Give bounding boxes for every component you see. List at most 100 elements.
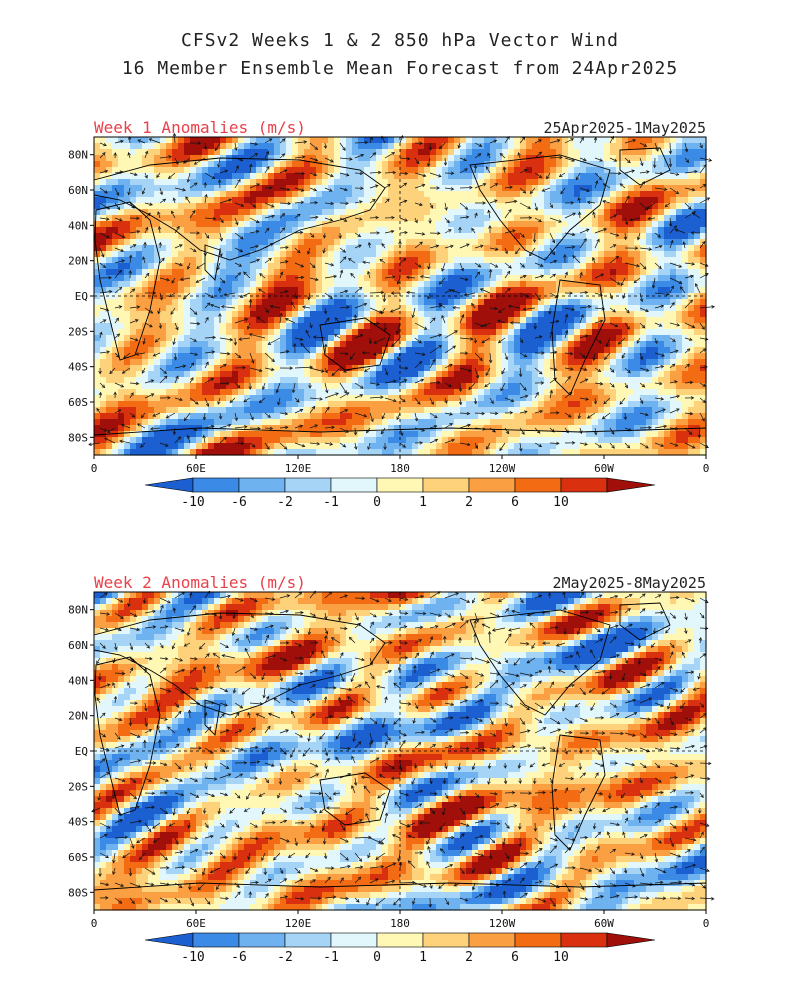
colorbar-segment xyxy=(606,477,656,493)
wind-vector xyxy=(497,337,506,344)
wind-vector xyxy=(669,239,674,249)
wind-vector xyxy=(624,698,637,704)
lat-tick-label: 20N xyxy=(68,255,88,268)
wind-vector xyxy=(489,427,496,433)
wind-vector xyxy=(594,319,604,324)
wind-vector xyxy=(534,860,542,869)
wind-vector xyxy=(322,232,327,239)
wind-vector xyxy=(129,244,137,249)
wind-vector xyxy=(549,728,562,734)
wind-vector xyxy=(229,397,236,404)
wind-vector xyxy=(249,760,261,764)
wind-vector xyxy=(489,657,502,664)
wind-vector xyxy=(324,876,331,884)
wind-vector xyxy=(474,442,479,449)
wind-vector xyxy=(309,684,316,689)
wind-vector xyxy=(428,142,433,151)
wind-vector xyxy=(429,762,433,769)
wind-vector xyxy=(269,304,281,309)
lat-tick-label: 80S xyxy=(68,431,88,444)
wind-vector xyxy=(294,155,306,159)
wind-vector xyxy=(174,397,183,402)
wind-vector xyxy=(534,202,539,211)
wind-vector xyxy=(218,313,222,324)
wind-vector xyxy=(691,212,701,219)
wind-vector xyxy=(609,367,615,373)
wind-vector xyxy=(414,741,422,749)
wind-vector xyxy=(234,318,249,324)
wind-vector xyxy=(129,381,140,386)
wind-vector xyxy=(684,322,696,329)
wind-vector xyxy=(234,412,238,422)
wind-vector xyxy=(337,696,342,704)
wind-vector xyxy=(217,179,222,189)
wind-vector xyxy=(122,852,131,859)
wind-vector xyxy=(474,893,483,899)
wind-vector xyxy=(429,424,438,429)
wind-vector xyxy=(384,740,388,749)
wind-vector xyxy=(471,302,476,309)
wind-vector xyxy=(699,412,705,422)
wind-vector xyxy=(534,262,544,267)
wind-vector xyxy=(290,301,296,309)
wind-vector xyxy=(459,185,473,190)
wind-vector xyxy=(369,732,374,744)
wind-vector xyxy=(684,187,696,192)
wind-vector xyxy=(279,626,290,630)
wind-vector xyxy=(234,178,241,189)
wind-vector xyxy=(361,351,371,355)
wind-vector xyxy=(624,777,632,783)
wind-vector xyxy=(99,232,110,239)
wind-vector xyxy=(669,762,679,768)
wind-vector xyxy=(324,442,334,446)
wind-vector xyxy=(564,367,574,371)
wind-vector xyxy=(324,895,337,899)
wind-vector xyxy=(396,412,401,421)
wind-vector xyxy=(669,187,680,195)
wind-vector xyxy=(698,807,702,814)
wind-vector xyxy=(555,642,566,647)
wind-vector xyxy=(639,352,644,361)
wind-vector xyxy=(135,352,146,356)
wind-vector xyxy=(564,882,571,893)
wind-vector xyxy=(321,650,326,659)
wind-vector xyxy=(152,352,161,357)
wind-vector xyxy=(189,848,199,854)
wind-vector xyxy=(128,270,132,279)
wind-vector xyxy=(309,405,316,414)
wind-vector xyxy=(159,656,169,661)
colorbar-label: 1 xyxy=(419,495,427,510)
wind-vector xyxy=(381,717,386,729)
wind-vector xyxy=(199,642,206,650)
wind-vector xyxy=(594,867,603,872)
wind-vector xyxy=(264,307,269,314)
wind-vector xyxy=(172,607,177,614)
wind-vector xyxy=(99,289,113,294)
wind-vector xyxy=(353,777,358,786)
wind-vector xyxy=(309,896,322,901)
wind-vector xyxy=(113,152,117,159)
wind-vector xyxy=(323,696,328,704)
wind-vector xyxy=(684,837,697,842)
wind-vector xyxy=(264,412,271,418)
wind-vector xyxy=(579,187,590,192)
wind-vector xyxy=(99,683,111,689)
wind-vector xyxy=(429,625,439,629)
wind-vector xyxy=(144,150,149,159)
wind-vector xyxy=(234,638,239,644)
wind-vector xyxy=(406,290,416,295)
wind-vector xyxy=(309,322,313,329)
wind-vector xyxy=(519,702,530,711)
wind-vector xyxy=(114,717,123,722)
wind-vector xyxy=(699,761,712,766)
wind-vector xyxy=(294,806,304,811)
wind-vector xyxy=(376,685,386,689)
wind-vector xyxy=(534,702,544,709)
wind-vector xyxy=(279,878,288,884)
wind-vector xyxy=(564,866,576,870)
wind-vector xyxy=(399,199,408,204)
wind-vector xyxy=(189,247,197,252)
wind-vector xyxy=(279,245,289,250)
colorbar-segment xyxy=(422,932,470,948)
wind-vector xyxy=(140,442,146,448)
